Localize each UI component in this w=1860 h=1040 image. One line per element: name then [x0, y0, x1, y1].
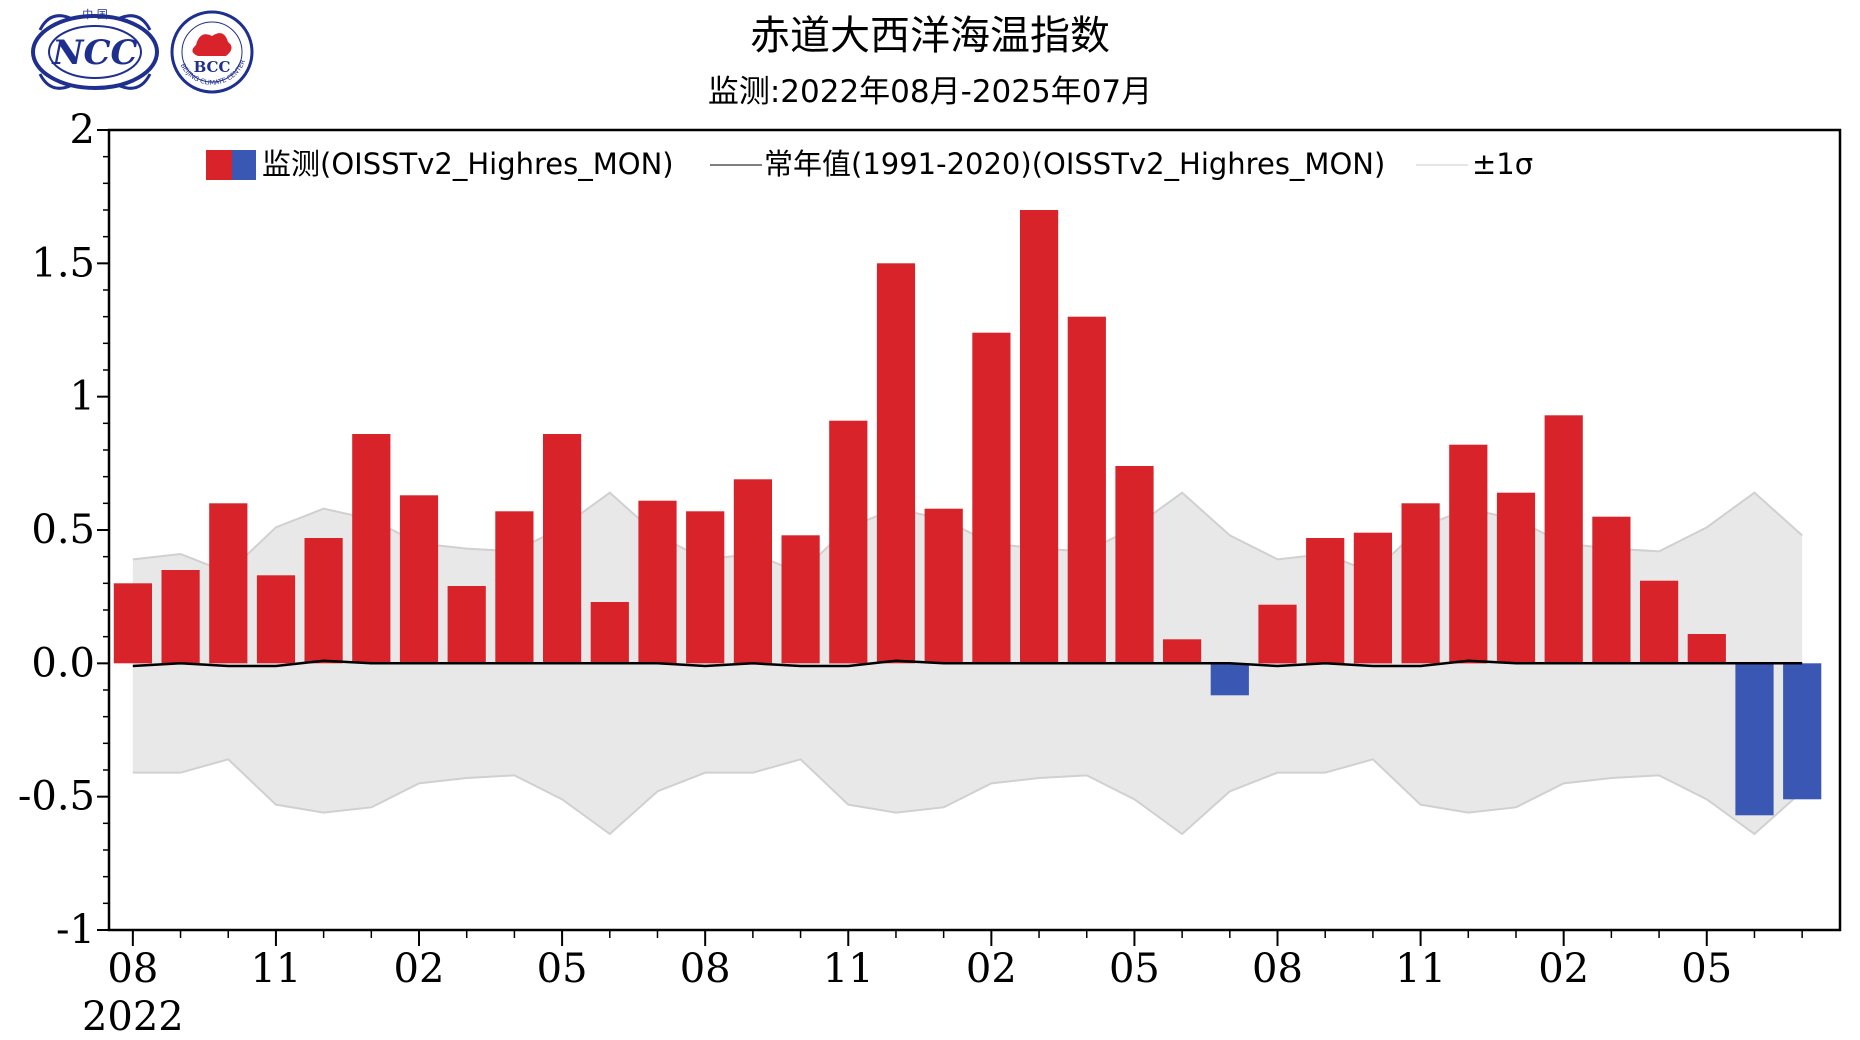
x-tick-label: 08: [107, 946, 158, 992]
bar-2024-05: [1115, 466, 1154, 664]
x-tick-label: 02: [1538, 946, 1589, 992]
legend-swatch-positive: [206, 150, 232, 180]
bar-2023-10: [781, 535, 820, 664]
y-tick-label: 0.5: [31, 507, 95, 553]
bar-2022-09: [161, 570, 200, 664]
bar-layer: [113, 210, 1822, 816]
x-tick-label: 11: [250, 946, 301, 992]
ncc-logo: NCC 中 国: [31, 8, 159, 90]
bar-2025-07: [1783, 663, 1822, 800]
bar-2023-06: [590, 602, 629, 664]
bar-2022-11: [256, 575, 296, 664]
bar-2023-11: [829, 420, 868, 664]
bar-2023-08: [686, 511, 725, 664]
bar-2025-03: [1592, 516, 1631, 664]
sigma-band-lower-edge: [132, 758, 1803, 836]
bar-2022-12: [304, 538, 343, 664]
y-tick-label: 1: [70, 374, 95, 420]
chart-subtitle: 监测:2022年08月-2025年07月: [708, 74, 1152, 110]
bar-2023-05: [543, 434, 582, 664]
y-tick-label: 2: [70, 107, 95, 153]
bar-2025-01: [1496, 492, 1536, 664]
normal-line-layer: [132, 659, 1803, 668]
bar-2024-10: [1353, 532, 1392, 664]
bar-2025-05: [1687, 634, 1726, 664]
x-tick-label: 02: [394, 946, 445, 992]
x-tick-label: 05: [537, 946, 588, 992]
bcc-logo: BCC BEIJING CLIMATE CENTER: [170, 10, 254, 94]
x-tick-label: 11: [1395, 946, 1446, 992]
legend: 监测(OISSTv2_Highres_MON) 常年值(1991-2020)(O…: [206, 147, 1533, 181]
y-tick-label: -1: [56, 907, 95, 953]
bcc-logo-text: BCC: [194, 58, 231, 76]
x-tick-label: 08: [680, 946, 731, 992]
normal-line: [132, 659, 1803, 668]
y-tick-label: -0.5: [18, 774, 95, 820]
x-tick-label: 02: [966, 946, 1017, 992]
x-tick-label: 05: [1109, 946, 1160, 992]
ncc-logo-text: NCC: [51, 33, 137, 73]
bar-2023-07: [638, 500, 677, 664]
bar-2024-07: [1210, 663, 1249, 696]
y-tick-label: 0.0: [31, 640, 95, 686]
bar-2024-08: [1258, 604, 1297, 664]
x-tick-year-label: 2022: [82, 994, 184, 1040]
bar-2024-01: [924, 508, 963, 664]
legend-label-normal: 常年值(1991-2020)(OISSTv2_Highres_MON): [764, 147, 1385, 181]
bar-2025-04: [1640, 580, 1679, 664]
bar-2024-04: [1067, 316, 1106, 664]
bar-2024-02: [972, 332, 1011, 664]
chart-title: 赤道大西洋海温指数: [750, 13, 1110, 59]
bar-2025-02: [1544, 415, 1583, 664]
bar-2023-04: [495, 511, 534, 664]
x-tick-label: 08: [1252, 946, 1303, 992]
bar-2025-06: [1735, 663, 1774, 816]
legend-label-sigma: ±1σ: [1472, 147, 1533, 181]
bar-2023-02: [399, 495, 439, 664]
bar-2023-01: [352, 434, 391, 664]
x-tick-label: 11: [823, 946, 874, 992]
legend-label-monitor: 监测(OISSTv2_Highres_MON): [262, 147, 674, 181]
legend-swatch-negative: [232, 150, 256, 180]
y-tick-label: 1.5: [31, 240, 95, 286]
bar-2023-12: [876, 263, 916, 664]
bar-2024-11: [1401, 503, 1440, 664]
x-tick-label: 05: [1681, 946, 1732, 992]
bar-2022-10: [209, 503, 248, 664]
bar-2024-09: [1306, 538, 1345, 664]
bar-2022-08: [113, 583, 152, 664]
bar-2023-03: [447, 586, 486, 664]
ncc-logo-top-text: 中 国: [82, 8, 108, 21]
bar-2024-06: [1163, 639, 1202, 664]
bar-2024-12: [1449, 444, 1488, 664]
bar-2023-09: [733, 479, 772, 664]
bar-2024-03: [1020, 210, 1059, 664]
